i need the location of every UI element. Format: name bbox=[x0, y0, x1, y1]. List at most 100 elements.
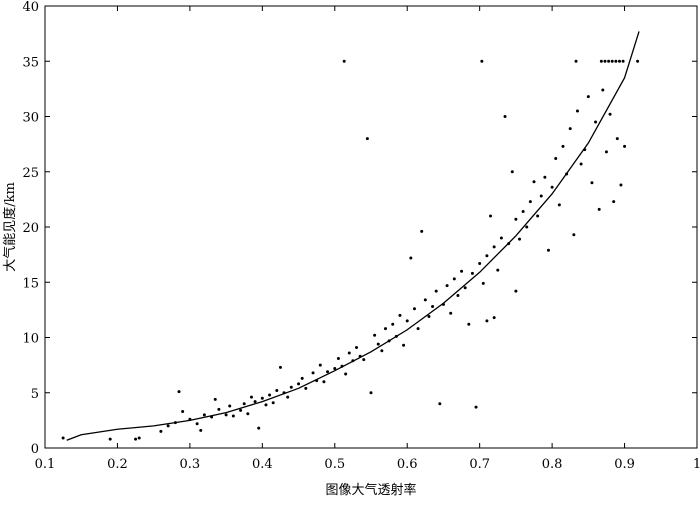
data-point bbox=[597, 207, 601, 211]
y-tick-label: 15 bbox=[22, 276, 39, 291]
data-point bbox=[253, 400, 257, 404]
x-tick-label: 0.5 bbox=[324, 457, 345, 472]
y-tick-label: 10 bbox=[22, 332, 39, 347]
data-point bbox=[365, 137, 369, 141]
y-tick-label: 20 bbox=[22, 221, 39, 236]
data-point bbox=[474, 405, 478, 409]
x-tick-label: 0.9 bbox=[614, 457, 635, 472]
data-point bbox=[460, 269, 464, 273]
data-point bbox=[554, 156, 558, 160]
data-point bbox=[514, 289, 518, 293]
data-point bbox=[452, 277, 456, 281]
data-point bbox=[492, 316, 496, 320]
data-point bbox=[286, 395, 290, 399]
data-point bbox=[467, 322, 471, 326]
y-tick-label: 35 bbox=[22, 55, 39, 70]
data-point bbox=[568, 127, 572, 131]
data-point bbox=[621, 59, 625, 63]
data-point bbox=[586, 95, 590, 99]
data-point bbox=[416, 327, 420, 331]
data-point bbox=[289, 385, 293, 389]
data-point bbox=[636, 59, 640, 63]
data-point bbox=[539, 194, 543, 198]
data-point bbox=[510, 170, 514, 174]
data-point bbox=[607, 59, 611, 63]
data-point bbox=[470, 271, 474, 275]
data-point bbox=[355, 345, 359, 349]
plot-frame bbox=[44, 5, 698, 449]
data-point bbox=[181, 410, 185, 414]
data-point bbox=[297, 382, 301, 386]
data-point bbox=[344, 372, 348, 376]
data-point bbox=[610, 59, 614, 63]
data-point bbox=[449, 311, 453, 315]
data-point bbox=[412, 307, 416, 311]
data-point bbox=[108, 437, 112, 441]
data-point bbox=[572, 233, 576, 237]
y-tick-label: 5 bbox=[31, 387, 39, 402]
data-point bbox=[496, 268, 500, 272]
data-point bbox=[489, 214, 493, 218]
x-tick-label: 0.2 bbox=[107, 457, 128, 472]
data-point bbox=[213, 397, 217, 401]
data-point bbox=[525, 225, 529, 229]
data-point bbox=[409, 256, 413, 260]
data-point bbox=[246, 412, 250, 416]
data-point bbox=[224, 413, 228, 417]
data-point bbox=[423, 298, 427, 302]
data-point bbox=[177, 390, 181, 394]
data-point bbox=[376, 342, 380, 346]
data-point bbox=[546, 248, 550, 252]
data-point bbox=[239, 408, 243, 412]
x-tick-label: 0.6 bbox=[397, 457, 418, 472]
data-point bbox=[599, 59, 603, 63]
data-point bbox=[347, 351, 351, 355]
data-point bbox=[615, 137, 619, 141]
data-point bbox=[260, 396, 264, 400]
data-point bbox=[532, 180, 536, 184]
data-point bbox=[373, 333, 377, 337]
data-point bbox=[431, 305, 435, 309]
data-point bbox=[536, 214, 540, 218]
data-point bbox=[514, 217, 518, 221]
data-point bbox=[278, 365, 282, 369]
data-point bbox=[480, 59, 484, 63]
data-point bbox=[336, 356, 340, 360]
data-point bbox=[159, 429, 163, 433]
data-point bbox=[275, 389, 279, 393]
data-point bbox=[427, 315, 431, 319]
data-point bbox=[322, 380, 326, 384]
data-point bbox=[485, 319, 489, 323]
data-point bbox=[521, 210, 525, 214]
data-point bbox=[311, 371, 315, 375]
data-point bbox=[485, 254, 489, 258]
data-point bbox=[434, 289, 438, 293]
data-point bbox=[561, 144, 565, 148]
data-point bbox=[202, 413, 206, 417]
data-point bbox=[614, 59, 618, 63]
data-point bbox=[619, 183, 623, 187]
data-point bbox=[242, 402, 246, 406]
data-point bbox=[478, 261, 482, 265]
data-point bbox=[249, 395, 253, 399]
data-point bbox=[362, 358, 366, 362]
data-point bbox=[590, 181, 594, 185]
data-point bbox=[601, 88, 605, 92]
y-axis-label: 大气能见度/km bbox=[2, 182, 18, 272]
data-point bbox=[456, 294, 460, 298]
data-point bbox=[528, 200, 532, 204]
x-tick-label: 0.3 bbox=[180, 457, 201, 472]
data-point bbox=[575, 109, 579, 113]
data-point bbox=[333, 366, 337, 370]
data-point bbox=[398, 313, 402, 317]
data-point bbox=[405, 319, 409, 323]
data-point bbox=[137, 436, 141, 440]
data-point bbox=[326, 370, 330, 374]
data-point bbox=[612, 200, 616, 204]
data-point bbox=[499, 236, 503, 240]
data-point bbox=[217, 407, 221, 411]
data-point bbox=[608, 112, 612, 116]
data-point bbox=[257, 426, 261, 430]
data-point bbox=[492, 245, 496, 249]
data-point bbox=[300, 376, 304, 380]
